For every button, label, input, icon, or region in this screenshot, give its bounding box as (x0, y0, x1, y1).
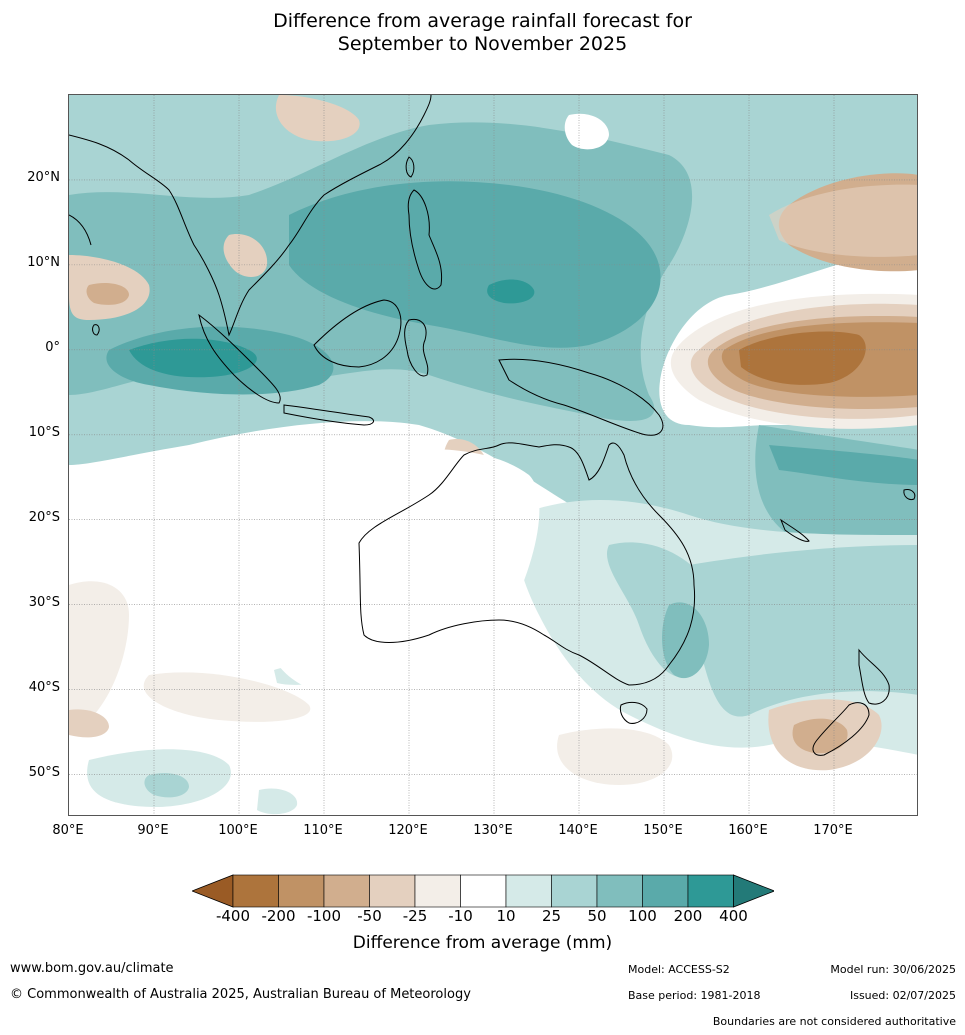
borneo-outline (313, 299, 402, 368)
colorbar-swatch (414, 874, 461, 908)
map-title-line1: Difference from average rainfall forecas… (273, 10, 692, 32)
longitude-label: 140°E (558, 823, 598, 838)
longitude-label: 170°E (813, 823, 853, 838)
wet-zone-maritime (289, 181, 661, 348)
longitude-label: 110°E (303, 823, 343, 838)
new-guinea-outline (498, 358, 664, 436)
java-outline (283, 404, 375, 426)
dry-zone-sw-indian (69, 581, 129, 735)
colorbar-tick-label: -10 (448, 907, 473, 925)
footer-model-run: Model run: 30/06/2025 (830, 963, 956, 976)
rainfall-map (68, 94, 918, 816)
colorbar-tick-label: 25 (541, 907, 562, 925)
nz-south-island-outline (812, 702, 870, 756)
colorbar-tick-label: 100 (628, 907, 657, 925)
dry-patch-sw (69, 709, 109, 738)
latitude-label: 50°S (28, 764, 60, 780)
tasmania-outline (619, 701, 648, 724)
latitude-label: 20°S (28, 509, 60, 525)
dry-zone-southern-ocean (557, 728, 673, 785)
longitude-label: 90°E (137, 823, 169, 838)
wet-patch-southern-core (144, 773, 189, 798)
footer-disclaimer: Boundaries are not considered authoritat… (712, 1015, 956, 1028)
latitude-label: 10°S (28, 424, 60, 440)
footer-base-period: Base period: 1981-2018 (628, 989, 761, 1002)
colorbar-swatch (369, 874, 416, 908)
fiji-outline (903, 489, 916, 500)
latitude-label: 0° (45, 339, 60, 355)
colorbar-tick-label: 50 (587, 907, 607, 925)
longitude-label: 130°E (473, 823, 513, 838)
wet-patch-southern-2 (257, 788, 298, 815)
nz-north-island-outline (858, 648, 890, 705)
graticule (69, 95, 917, 815)
dry-patch-china (275, 95, 360, 142)
colorbar-swatch (642, 874, 689, 908)
footer-model: Model: ACCESS-S2 (628, 963, 730, 976)
dry-core-indian-west (86, 283, 129, 305)
footer-website[interactable]: www.bom.gov.au/climate (10, 961, 174, 976)
latitude-label: 10°N (27, 254, 60, 270)
coastlines (69, 95, 916, 756)
colorbar-swatch (551, 874, 598, 908)
wet-zone-tasman (689, 545, 917, 717)
map-title: Difference from average rainfall forecas… (0, 10, 965, 56)
footer-copyright: © Commonwealth of Australia 2025, Austra… (10, 987, 471, 1002)
latitude-label: 40°S (28, 679, 60, 695)
colorbar-tick-label: -400 (215, 907, 251, 925)
longitude-label: 80°E (52, 823, 84, 838)
taiwan-outline (405, 156, 415, 178)
colorbar-arrow-low (192, 874, 234, 908)
india-outline (69, 214, 92, 246)
anomaly-fields (69, 95, 917, 815)
colorbar (192, 874, 774, 908)
colorbar-tick-label: -50 (357, 907, 382, 925)
sulawesi-outline (404, 318, 429, 377)
new-caledonia-outline (779, 518, 810, 542)
colorbar-title: Difference from average (mm) (352, 933, 613, 953)
dry-core-pacific (739, 331, 866, 385)
latitude-label: 20°N (27, 169, 60, 185)
colorbar-swatch (505, 874, 552, 908)
colorbar-tick-label: 10 (496, 907, 516, 925)
colorbar-tick-label: -100 (306, 907, 342, 925)
wet-core-indian-ocean (129, 338, 257, 378)
dry-patch-indochina (223, 234, 268, 277)
colorbar-tick-label: 200 (673, 907, 703, 925)
colorbar-swatch (596, 874, 643, 908)
colorbar-arrow-high (733, 874, 774, 908)
colorbar-tick-label: -200 (261, 907, 296, 925)
longitude-label: 160°E (728, 823, 768, 838)
map-canvas (69, 95, 917, 815)
colorbar-tick-label: -25 (402, 907, 428, 925)
colorbar-swatch (460, 874, 507, 908)
sri-lanka-outline (92, 324, 100, 336)
white-patch-east-china (564, 113, 609, 150)
asia-mainland-outline (69, 95, 432, 337)
colorbar-swatch (323, 874, 370, 908)
dry-zone-north-pacific-light (769, 184, 917, 257)
dry-patch-sw-band (143, 672, 311, 722)
wet-core-maritime (487, 279, 535, 304)
footer-issued: Issued: 02/07/2025 (849, 989, 956, 1002)
white-patch-aus-interior (267, 449, 540, 698)
sumatra-outline (198, 313, 281, 404)
wet-zone-pacific-core (769, 445, 917, 485)
philippines-outline (407, 189, 443, 290)
colorbar-tick-label: 400 (719, 907, 748, 925)
longitude-label: 120°E (388, 823, 428, 838)
map-title-line2: September to November 2025 (337, 33, 628, 55)
longitude-label: 150°E (643, 823, 683, 838)
australia-outline (358, 442, 696, 686)
colorbar-swatch (687, 874, 734, 908)
colorbar-swatch (232, 874, 279, 908)
colorbar-swatch (278, 874, 325, 908)
longitude-label: 100°E (218, 823, 258, 838)
latitude-label: 30°S (28, 594, 60, 610)
